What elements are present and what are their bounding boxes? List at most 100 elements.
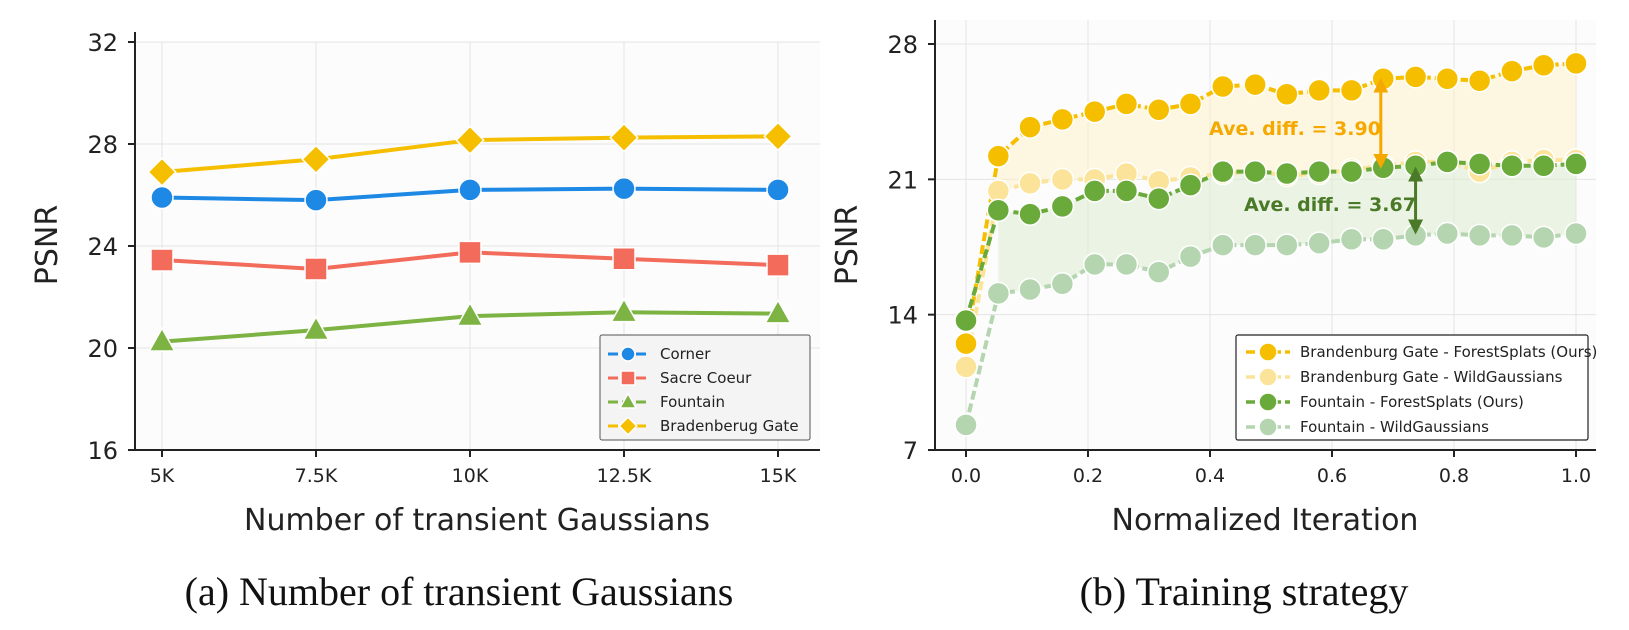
chart-b-point <box>1050 271 1075 296</box>
chart-b-point <box>1403 65 1428 89</box>
chart-b-point <box>1467 68 1492 93</box>
chart-b-point <box>1114 92 1139 116</box>
chart-b-point <box>1018 115 1042 139</box>
chart-a-point <box>766 178 790 202</box>
chart-a-point <box>458 178 482 202</box>
chart-b-legend-label: Brandenburg Gate - ForestSplats (Ours) <box>1300 343 1597 361</box>
chart-a-point <box>766 253 790 277</box>
chart-b-point <box>1435 221 1460 246</box>
chart-b-point <box>1435 150 1460 174</box>
chart-b-point <box>1500 59 1524 83</box>
chart-a-point <box>150 248 174 272</box>
chart-b-xlabel: Normalized Iteration <box>1112 503 1419 538</box>
chart-b-xtick-label: 0.2 <box>1073 465 1103 487</box>
chart-a-xtick-label: 7.5K <box>295 465 338 487</box>
chart-a-ylabel: PSNR <box>30 205 65 285</box>
chart-b-point <box>986 281 1011 306</box>
chart-a-xtick-label: 5K <box>150 465 175 487</box>
chart-a-legend-label: Corner <box>660 345 711 363</box>
chart-a-legend-label: Fountain <box>660 393 725 411</box>
chart-b-ytick-label: 7 <box>903 437 918 465</box>
chart-b-point <box>1564 221 1588 246</box>
chart-b-point <box>1531 154 1556 178</box>
chart-b-point <box>1178 173 1203 197</box>
chart-b-legend-label: Fountain - ForestSplats (Ours) <box>1300 393 1524 411</box>
chart-b-point <box>954 331 978 356</box>
chart-b-point <box>1018 202 1042 226</box>
chart-b-xtick-label: 0.0 <box>951 465 981 487</box>
chart-b-point <box>1147 186 1171 211</box>
chart-b-legend-marker <box>1258 342 1278 362</box>
chart-b-point <box>1371 155 1395 180</box>
chart-b-point <box>1147 97 1171 122</box>
chart-b-ytick-label: 21 <box>887 166 918 194</box>
chart-a-point <box>304 257 328 281</box>
chart-b-point <box>1467 223 1492 248</box>
chart-b-point <box>1082 179 1107 203</box>
chart-b-point <box>1178 92 1203 116</box>
chart-b-point <box>1211 233 1235 257</box>
chart-b-point <box>1531 225 1556 250</box>
chart-b-ylabel: PSNR <box>830 205 865 285</box>
chart-b-point <box>1114 179 1139 203</box>
chart-b-point <box>986 198 1011 223</box>
chart-b-point <box>1564 51 1588 76</box>
chart-a-ytick-label: 32 <box>87 29 118 57</box>
chart-a-point <box>148 326 176 352</box>
chart-a-ytick-label: 16 <box>87 437 118 465</box>
chart-a-ytick-label: 24 <box>87 233 118 261</box>
chart-a-xtick-label: 15K <box>760 465 797 487</box>
chart-a-legend-marker <box>618 416 638 436</box>
chart-a-ytick-label: 20 <box>87 335 118 363</box>
chart-b-point <box>1275 82 1299 107</box>
chart-b-point <box>1371 227 1395 252</box>
chart-b-annotation-text: Ave. diff. = 3.90 <box>1209 118 1381 140</box>
chart-b-diff-band <box>998 161 1576 294</box>
chart-b-legend-label: Fountain - WildGaussians <box>1300 418 1489 436</box>
chart-a-point <box>302 315 330 341</box>
chart-a-point <box>455 125 485 155</box>
chart-a-point <box>612 176 636 201</box>
chart-a-xlabel: Number of transient Gaussians <box>244 503 710 538</box>
chart-a-legend-label: Sacre Coeur <box>660 369 752 387</box>
chart-a-point <box>150 185 174 210</box>
caption-a: (a) Number of transient Gaussians <box>185 569 734 614</box>
chart-a-point <box>304 188 328 212</box>
chart-a-point <box>764 298 792 324</box>
chart-b-point <box>1114 252 1139 277</box>
chart-b-xtick-label: 0.4 <box>1195 465 1225 487</box>
chart-b-ytick-label: 28 <box>887 31 918 59</box>
chart-b-point <box>1178 244 1203 269</box>
chart-b-annotation-text: Ave. diff. = 3.67 <box>1244 194 1416 216</box>
chart-b-xtick-label: 0.8 <box>1439 465 1469 487</box>
chart-a-ytick-label: 28 <box>87 131 118 159</box>
chart-b-point <box>1018 277 1042 302</box>
chart-b-point <box>1275 161 1299 186</box>
chart-b-point <box>1339 159 1364 184</box>
chart-panel-a: 16 20 24 28 32 5K 7.5K 10K 12.5K 15K Number of t… <box>30 29 820 614</box>
caption-b: (b) Training strategy <box>1080 569 1409 614</box>
chart-b-xtick-label: 0.6 <box>1317 465 1347 487</box>
chart-a-legend-label: Bradenberug Gate <box>660 417 799 435</box>
chart-b-point <box>1531 53 1556 78</box>
chart-b-point <box>1050 107 1075 132</box>
chart-b-legend-label: Brandenburg Gate - WildGaussians <box>1300 368 1563 386</box>
chart-a-point <box>612 247 636 271</box>
chart-b-point <box>1467 152 1492 176</box>
chart-b-point <box>1500 223 1524 248</box>
chart-a-point <box>610 297 638 323</box>
chart-b-point <box>1018 171 1042 195</box>
chart-a-point <box>609 122 639 153</box>
chart-b-legend: Brandenburg Gate - ForestSplats (Ours) Br… <box>1235 334 1597 441</box>
chart-b-point <box>1339 78 1364 103</box>
chart-b-point <box>1243 233 1267 257</box>
chart-b-point <box>1050 194 1075 219</box>
chart-b-point <box>986 144 1011 168</box>
chart-a-xtick-label: 10K <box>452 465 489 487</box>
chart-b-point <box>1275 233 1299 257</box>
chart-a-legend-marker <box>618 392 638 409</box>
chart-b-point <box>1082 252 1107 277</box>
chart-a-point <box>458 240 482 265</box>
chart-b-point <box>1307 159 1331 184</box>
